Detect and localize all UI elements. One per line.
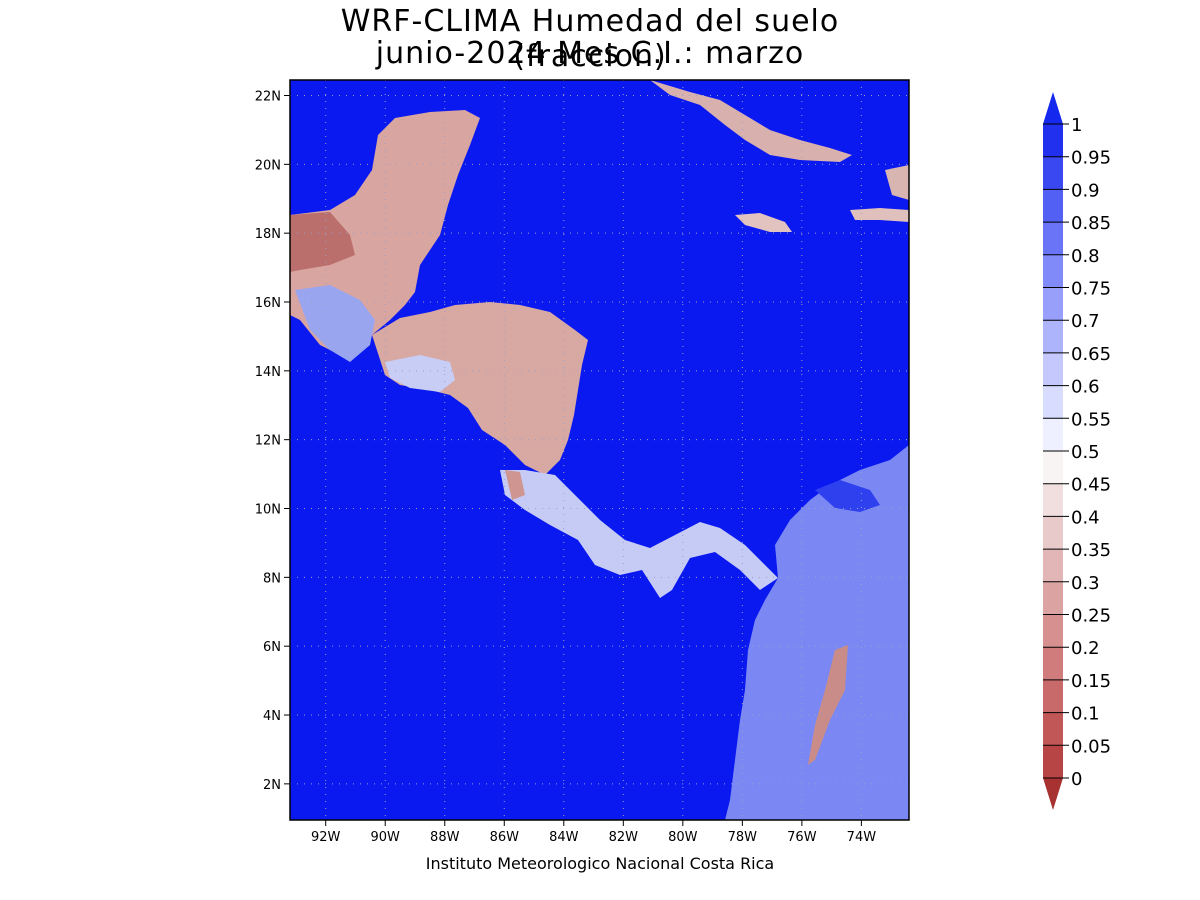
longitude-axis: 92W 90W 88W 86W 84W 82W 80W 78W 76W 74W: [311, 820, 876, 845]
lon-tick-label: 74W: [847, 830, 877, 845]
colorbar-label: 0.25: [1071, 606, 1111, 627]
lat-tick-label: 4N: [263, 709, 281, 724]
colorbar-label: 0.95: [1071, 148, 1111, 169]
colorbar: 0 0.05 0.1 0.15 0.2 0.25 0.3 0.35 0.4 0.45 0.5 0.55…: [1043, 92, 1111, 810]
colorbar-swatch: [1043, 679, 1063, 714]
land-jamaica: [735, 213, 792, 232]
colorbar-label: 0.6: [1071, 377, 1100, 398]
map-subtitle: junio-2024 Mes C.I.: marzo: [375, 36, 805, 71]
land-honduras-nicaragua: [372, 302, 588, 475]
land-colombia: [725, 445, 909, 820]
gridlines: [290, 80, 909, 820]
lon-tick-label: 80W: [668, 830, 698, 845]
lon-tick-label: 92W: [311, 830, 341, 845]
land-costa-rica-panama: [500, 470, 778, 598]
lat-tick-label: 22N: [255, 89, 281, 104]
map-title: WRF-CLIMA Humedad del suelo (fraccion): [340, 4, 840, 74]
lon-tick-label: 82W: [609, 830, 639, 845]
colorbar-swatch: [1043, 124, 1063, 158]
land-chiapas-wet: [295, 285, 375, 362]
colorbar-label: 1: [1071, 115, 1082, 136]
colorbar-label: 0.55: [1071, 409, 1111, 430]
colorbar-swatch: [1043, 745, 1063, 779]
latitude-axis: 2N 4N 6N 8N 10N 12N 14N 16N 18N 20N 22N: [255, 89, 290, 793]
colorbar-label: 0.05: [1071, 736, 1111, 757]
colorbar-under-arrow: [1043, 778, 1063, 810]
lon-tick-label: 90W: [371, 830, 401, 845]
land-mexico-south: [290, 212, 355, 272]
colorbar-label: 0.1: [1071, 704, 1100, 725]
lat-tick-label: 18N: [255, 227, 281, 242]
colorbar-label: 0.65: [1071, 344, 1111, 365]
colorbar-label: 0.75: [1071, 279, 1111, 300]
lat-tick-label: 12N: [255, 434, 281, 449]
land-masses: [290, 80, 909, 820]
colorbar-label: 0.4: [1071, 507, 1100, 528]
lat-tick-label: 2N: [263, 778, 281, 793]
colorbar-swatch: [1043, 222, 1063, 256]
colorbar-swatch: [1043, 614, 1063, 648]
colorbar-label: 0.7: [1071, 311, 1100, 332]
colorbar-swatch: [1043, 712, 1063, 746]
colorbar-label: 0.15: [1071, 671, 1111, 692]
colorbar-label: 0.35: [1071, 540, 1111, 561]
land-colombia-wet: [815, 480, 880, 512]
colorbar-label: 0.8: [1071, 246, 1100, 267]
land-nicoya: [505, 470, 525, 500]
land-hispaniola: [850, 208, 909, 222]
colorbar-swatch: [1043, 516, 1063, 550]
colorbar-swatch: [1043, 352, 1063, 387]
colorbar-label: 0: [1071, 769, 1082, 790]
lon-tick-label: 88W: [430, 830, 460, 845]
colorbar-label: 0.3: [1071, 573, 1100, 594]
lon-tick-label: 78W: [728, 830, 758, 845]
land-el-salvador: [385, 355, 455, 392]
colorbar-label: 0.2: [1071, 638, 1100, 659]
lon-tick-label: 86W: [490, 830, 520, 845]
land-hispaniola-north: [885, 165, 909, 200]
lat-tick-label: 8N: [263, 571, 281, 586]
lat-tick-label: 16N: [255, 296, 281, 311]
colorbar-swatch: [1043, 451, 1063, 485]
credit-text: Instituto Meteorologico Nacional Costa R…: [425, 854, 775, 873]
colorbar-swatch: [1043, 385, 1063, 419]
colorbar-swatch: [1043, 418, 1063, 452]
lat-tick-label: 20N: [255, 158, 281, 173]
land-colombia-andes-dry: [808, 645, 848, 765]
lat-tick-label: 10N: [255, 503, 281, 518]
colorbar-swatch: [1043, 647, 1063, 681]
colorbar-label: 0.85: [1071, 213, 1111, 234]
lon-tick-label: 76W: [787, 830, 817, 845]
colorbar-label: 0.5: [1071, 442, 1100, 463]
colorbar-swatch: [1043, 287, 1063, 321]
colorbar-label: 0.45: [1071, 475, 1111, 496]
colorbar-swatch: [1043, 581, 1063, 615]
colorbar-swatch: [1043, 549, 1063, 583]
colorbar-swatch: [1043, 254, 1063, 288]
lon-tick-label: 84W: [549, 830, 579, 845]
colorbar-over-arrow: [1043, 92, 1063, 124]
colorbar-swatch: [1043, 156, 1063, 190]
colorbar-swatch: [1043, 189, 1063, 223]
colorbar-label: 0.9: [1071, 180, 1100, 201]
map-frame: [289, 79, 910, 821]
lat-tick-label: 14N: [255, 365, 281, 380]
land-cuba: [650, 80, 852, 162]
colorbar-swatch: [1043, 483, 1063, 517]
colorbar-swatch: [1043, 320, 1063, 354]
lat-tick-label: 6N: [263, 640, 281, 655]
